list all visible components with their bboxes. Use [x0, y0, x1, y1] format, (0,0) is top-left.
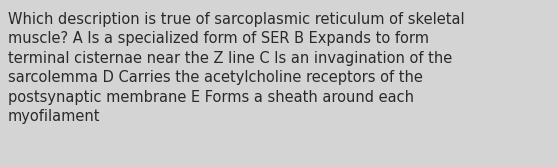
Text: Which description is true of sarcoplasmic reticulum of skeletal
muscle? A Is a s: Which description is true of sarcoplasmi…	[8, 12, 464, 124]
